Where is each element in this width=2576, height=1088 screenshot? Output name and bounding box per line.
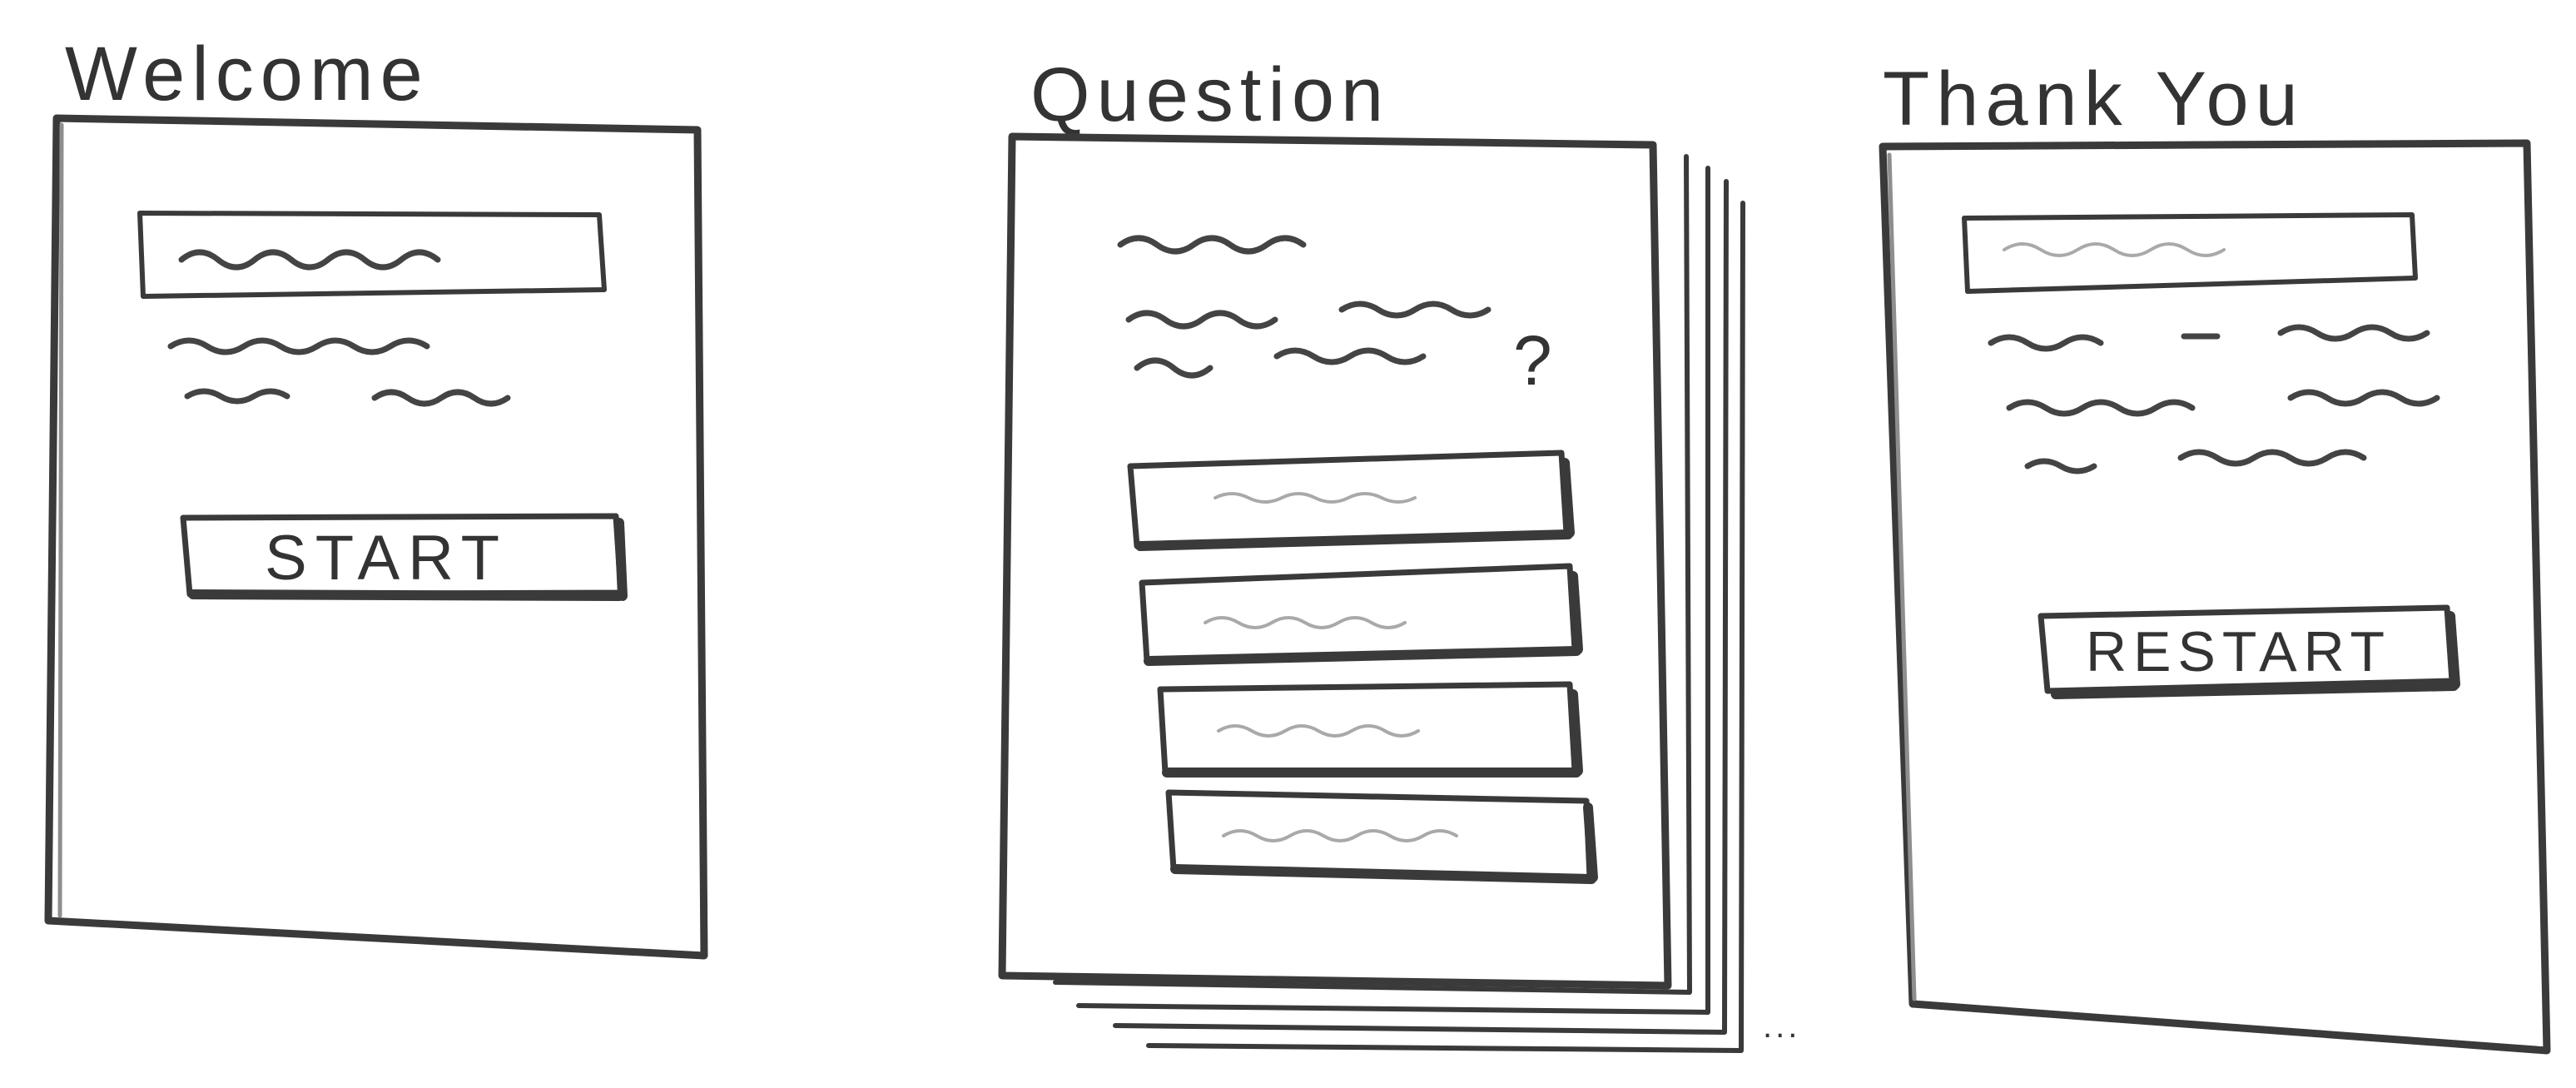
- thank-you-body-line: [2024, 449, 2367, 474]
- thank-you-header-text: [2003, 242, 2226, 257]
- question-screen: Question ?: [998, 52, 1800, 1053]
- thank-you-body-line: [1988, 324, 2430, 352]
- question-mark: ?: [1513, 321, 1559, 400]
- thank-you-header-box: [1962, 212, 2418, 294]
- restart-button-label: RESTART: [2086, 620, 2391, 683]
- welcome-header-text: [178, 249, 441, 271]
- question-text-line: [1134, 347, 1427, 379]
- welcome-header-box: [137, 211, 607, 299]
- thank-you-title: Thank You: [1883, 57, 2305, 142]
- welcome-body-line: [184, 388, 511, 407]
- answer-option-3[interactable]: [1157, 681, 1583, 777]
- question-heading: [1117, 235, 1307, 255]
- question-frame: [998, 132, 1672, 990]
- answer-option-4[interactable]: [1165, 789, 1598, 884]
- question-title: Question: [1030, 52, 1390, 137]
- welcome-body-line: [167, 337, 430, 355]
- question-page-stack: [1053, 154, 1745, 1053]
- answer-option-1[interactable]: [1127, 450, 1575, 551]
- start-button[interactable]: START: [180, 513, 628, 601]
- welcome-frame: [44, 114, 708, 960]
- welcome-title: Welcome: [65, 32, 429, 117]
- thank-you-screen: Thank You RESTART: [1879, 57, 2551, 1055]
- question-text-line: [1125, 301, 1491, 330]
- start-button-label: START: [265, 523, 508, 594]
- welcome-screen: Welcome START: [44, 32, 708, 960]
- answer-option-2[interactable]: [1139, 563, 1583, 666]
- thank-you-frame: [1879, 139, 2551, 1055]
- restart-button[interactable]: RESTART: [2037, 604, 2460, 699]
- more-pages-indicator: ...: [1763, 1008, 1800, 1045]
- thank-you-body-line: [2006, 389, 2440, 417]
